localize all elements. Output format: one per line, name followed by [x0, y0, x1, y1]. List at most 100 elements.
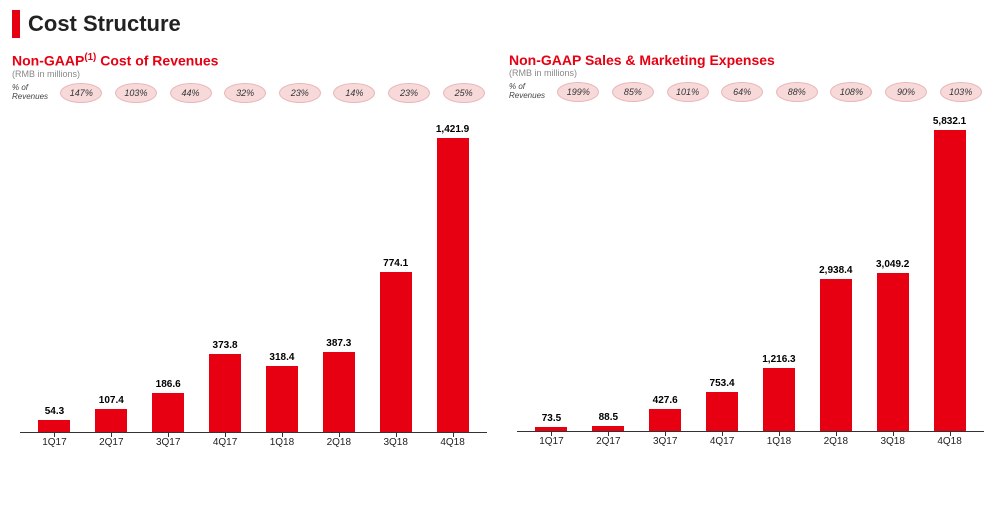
bar-value-label: 88.5 — [599, 412, 618, 423]
bar — [266, 366, 298, 432]
pct-pill: 23% — [279, 83, 321, 103]
x-tick: 2Q18 — [807, 436, 864, 447]
chart-sales-marketing: Non-GAAP Sales & Marketing Expenses (RMB… — [509, 46, 988, 448]
x-tick: 3Q18 — [864, 436, 921, 447]
pct-pills: 147% 103% 44% 32% 23% 14% 23% 25% — [54, 83, 491, 103]
x-tick: 4Q17 — [694, 436, 751, 447]
x-tick: 1Q17 — [523, 436, 580, 447]
pct-pill: 90% — [885, 82, 927, 102]
x-tick: 1Q17 — [26, 437, 83, 448]
main-title-wrap: Cost Structure — [0, 0, 1000, 38]
pct-pill: 85% — [612, 82, 654, 102]
bar — [706, 392, 738, 431]
bar — [95, 409, 127, 431]
pct-pill: 103% — [940, 82, 982, 102]
bar-wrap: 387.3 — [310, 338, 367, 432]
chart-title: Non-GAAP(1) Cost of Revenues — [12, 52, 491, 69]
x-tick: 4Q18 — [424, 437, 481, 448]
bar-wrap: 73.5 — [523, 413, 580, 431]
pct-pill: 108% — [830, 82, 872, 102]
bar — [934, 130, 966, 431]
bar — [380, 272, 412, 432]
bar-value-label: 73.5 — [542, 413, 561, 424]
bar — [323, 352, 355, 432]
pct-label: % of Revenues — [509, 83, 549, 101]
pct-pill: 23% — [388, 83, 430, 103]
x-tick: 2Q17 — [83, 437, 140, 448]
pct-pills: 199% 85% 101% 64% 88% 108% 90% 103% — [551, 82, 988, 102]
bar-wrap: 1,216.3 — [751, 354, 808, 431]
bar-wrap: 107.4 — [83, 395, 140, 431]
bar-value-label: 5,832.1 — [933, 116, 966, 127]
pct-pill: 25% — [443, 83, 485, 103]
pct-pill: 147% — [60, 83, 102, 103]
pct-label: % of Revenues — [12, 84, 52, 102]
bar-value-label: 373.8 — [213, 340, 238, 351]
pct-row: % of Revenues 147% 103% 44% 32% 23% 14% 23% 25% — [12, 83, 491, 103]
bar — [763, 368, 795, 431]
bar-wrap: 774.1 — [367, 258, 424, 432]
bar — [437, 138, 469, 432]
bar-value-label: 186.6 — [156, 379, 181, 390]
bar — [152, 393, 184, 432]
bar — [209, 354, 241, 431]
bar-wrap: 88.5 — [580, 412, 637, 431]
bar-value-label: 774.1 — [383, 258, 408, 269]
bar — [649, 409, 681, 431]
pct-pill: 32% — [224, 83, 266, 103]
chart-unit: (RMB in millions) — [12, 69, 491, 79]
pct-pill: 14% — [333, 83, 375, 103]
bar-value-label: 427.6 — [653, 395, 678, 406]
charts-row: Non-GAAP(1) Cost of Revenues (RMB in mil… — [0, 46, 1000, 448]
bar — [820, 279, 852, 431]
bar — [877, 273, 909, 431]
title-accent-bar — [12, 10, 20, 38]
plot-area: 73.588.5427.6753.41,216.32,938.43,049.25… — [517, 122, 984, 432]
bar-wrap: 427.6 — [637, 395, 694, 431]
x-tick: 1Q18 — [751, 436, 808, 447]
pct-pill: 44% — [170, 83, 212, 103]
x-tick: 2Q17 — [580, 436, 637, 447]
x-axis: 1Q172Q173Q174Q171Q182Q183Q184Q18 — [20, 437, 487, 448]
bar-wrap: 318.4 — [254, 352, 311, 432]
pct-pill: 88% — [776, 82, 818, 102]
pct-row: % of Revenues 199% 85% 101% 64% 88% 108% 90% 10… — [509, 82, 988, 102]
bar-wrap: 186.6 — [140, 379, 197, 432]
x-tick: 4Q17 — [197, 437, 254, 448]
page-title: Cost Structure — [28, 11, 181, 37]
chart-cost-of-revenues: Non-GAAP(1) Cost of Revenues (RMB in mil… — [12, 46, 491, 448]
bar-wrap: 753.4 — [694, 378, 751, 431]
bar-wrap: 1,421.9 — [424, 124, 481, 432]
bar-value-label: 107.4 — [99, 395, 124, 406]
chart-unit: (RMB in millions) — [509, 68, 988, 78]
x-tick: 3Q17 — [140, 437, 197, 448]
bars: 73.588.5427.6753.41,216.32,938.43,049.25… — [517, 122, 984, 431]
bar — [38, 420, 70, 431]
bar-value-label: 318.4 — [269, 352, 294, 363]
bar-value-label: 387.3 — [326, 338, 351, 349]
plot-area: 54.3 107.4 186.6 373.8 318.4 387.3 774.1 1,421.… — [20, 123, 487, 433]
x-tick: 1Q18 — [254, 437, 311, 448]
bar-value-label: 54.3 — [45, 406, 64, 417]
bar-value-label: 3,049.2 — [876, 259, 909, 270]
x-tick: 3Q17 — [637, 436, 694, 447]
bar-wrap: 54.3 — [26, 406, 83, 431]
chart-title: Non-GAAP Sales & Marketing Expenses — [509, 52, 988, 68]
x-tick: 4Q18 — [921, 436, 978, 447]
x-tick: 3Q18 — [367, 437, 424, 448]
bar-value-label: 1,421.9 — [436, 124, 469, 135]
bar-wrap: 373.8 — [197, 340, 254, 431]
bar-value-label: 1,216.3 — [762, 354, 795, 365]
bar-value-label: 2,938.4 — [819, 265, 852, 276]
x-tick: 2Q18 — [310, 437, 367, 448]
x-axis: 1Q172Q173Q174Q171Q182Q183Q184Q18 — [517, 436, 984, 447]
bars: 54.3 107.4 186.6 373.8 318.4 387.3 774.1 1,421.… — [20, 123, 487, 432]
bar-wrap: 3,049.2 — [864, 259, 921, 431]
bar-value-label: 753.4 — [710, 378, 735, 389]
pct-pill: 103% — [115, 83, 157, 103]
pct-pill: 199% — [557, 82, 599, 102]
bar-wrap: 2,938.4 — [807, 265, 864, 431]
pct-pill: 64% — [721, 82, 763, 102]
bar-wrap: 5,832.1 — [921, 116, 978, 431]
pct-pill: 101% — [667, 82, 709, 102]
